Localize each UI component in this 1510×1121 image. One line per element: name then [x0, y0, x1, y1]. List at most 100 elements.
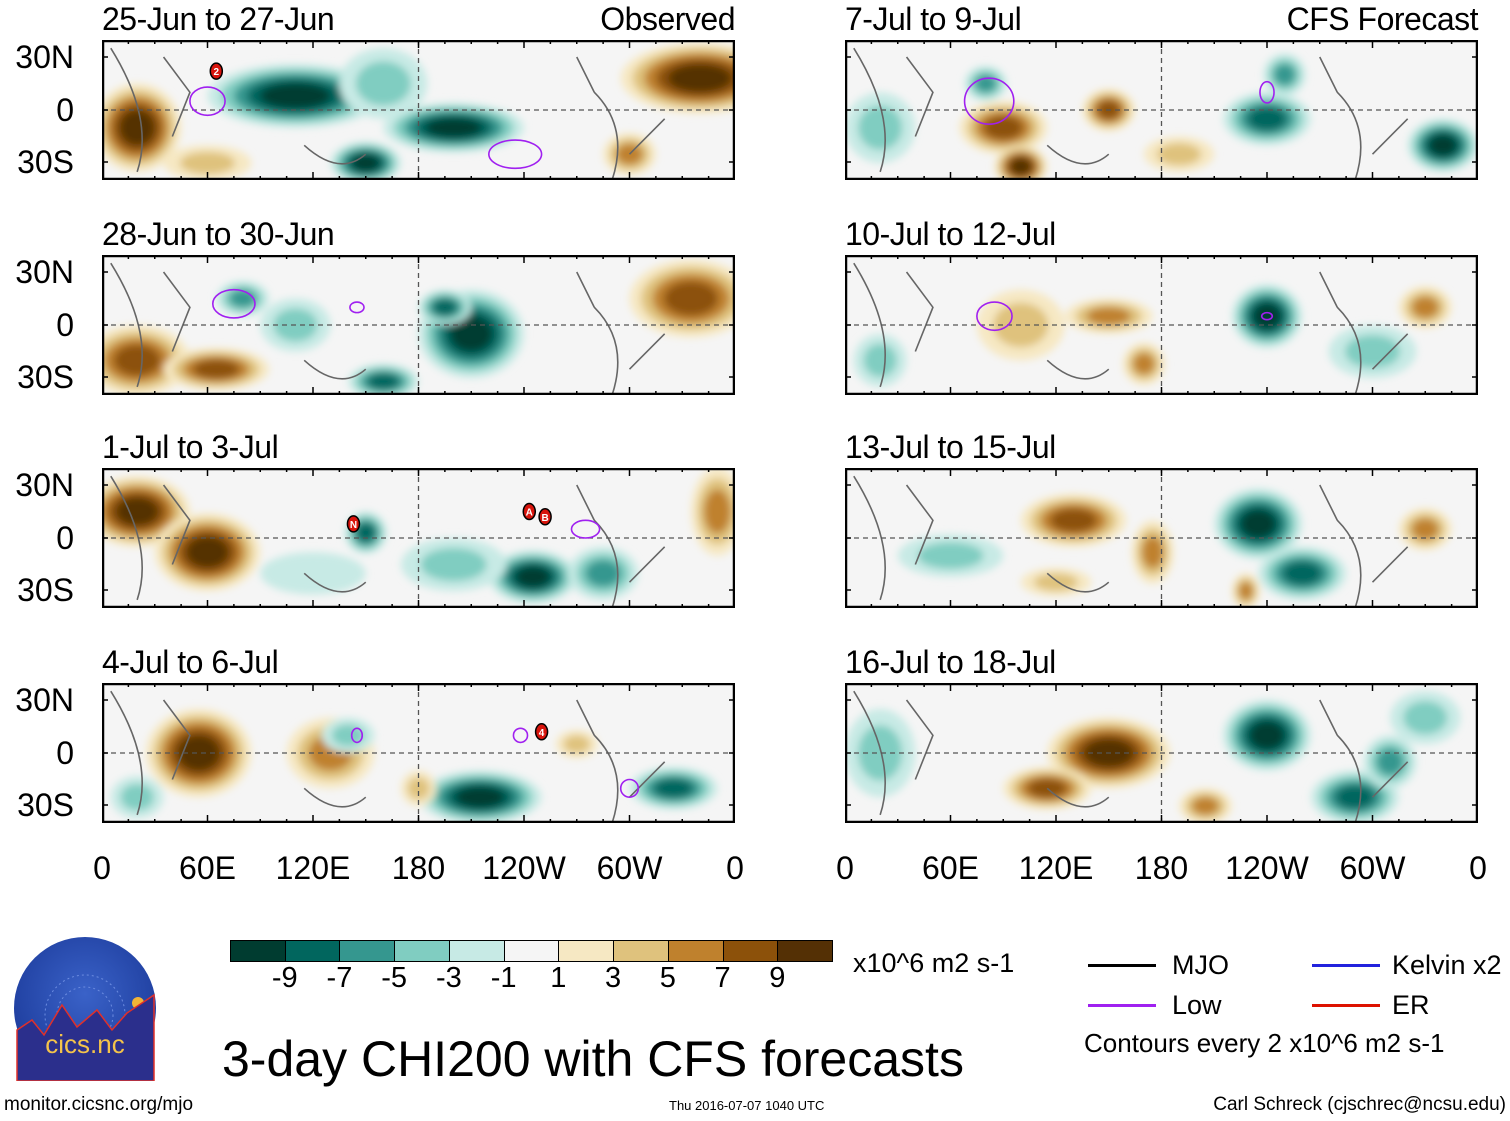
colorbar-swatch	[558, 940, 615, 962]
colorbar-label: -9	[271, 962, 298, 994]
legend-label-kelvin: Kelvin x2	[1392, 950, 1502, 980]
low-contour	[1259, 80, 1275, 104]
anomaly-contour-fill	[664, 281, 718, 316]
y-tick-label: 30S	[17, 572, 74, 608]
colorbar-label: -7	[326, 962, 353, 994]
anomaly-contour-fill	[433, 299, 457, 316]
map-svg: N A B	[101, 467, 736, 609]
footer-url: monitor.cicsnc.org/mjo	[4, 1094, 194, 1115]
coastline	[110, 475, 666, 609]
colorbar-label: -3	[436, 962, 462, 994]
anomaly-contour-fill	[563, 735, 590, 753]
anomaly-contour-fill	[1376, 748, 1404, 776]
map-panel: 4	[101, 682, 736, 824]
footer-timestamp: Thu 2016-07-07 1040 UTC	[669, 1098, 825, 1113]
anomaly-contour-fill	[351, 154, 380, 172]
colorbar-swatch	[448, 940, 505, 962]
anomaly-contour-fill	[356, 523, 375, 542]
anomaly-contour-fill	[260, 552, 366, 595]
x-tick-label: 0	[93, 850, 111, 886]
low-contour	[211, 288, 256, 319]
x-tick-label: 60W	[1339, 850, 1406, 886]
y-tick-label: 0	[56, 520, 74, 556]
colorbar-units: x10^6 m2 s-1	[853, 948, 1015, 978]
anomaly-contour-fill	[1192, 797, 1219, 815]
y-tick-label: 0	[56, 735, 74, 771]
low-contour	[1260, 311, 1274, 321]
logo: cics.nc	[12, 935, 158, 1082]
anomaly-contour-fill	[1010, 158, 1032, 176]
y-tick-label: 30N	[15, 467, 74, 503]
anomaly-contour-fill	[120, 783, 154, 811]
logo-text: cics.nc	[45, 1029, 124, 1059]
x-tick-label: 0	[726, 850, 744, 886]
panel-title: 1-Jul to 3-Jul	[102, 429, 279, 465]
panel-title: 7-Jul to 9-Jul	[845, 1, 1022, 37]
storm-marker-label: N	[350, 520, 357, 531]
panel-title: 16-Jul to 18-Jul	[845, 644, 1056, 680]
anomaly-contour-fill	[704, 489, 731, 534]
map-panel	[844, 254, 1479, 396]
anomaly-contour-fill	[1050, 508, 1097, 532]
anomaly-contour-fill	[355, 61, 411, 106]
y-tick-label: 0	[56, 92, 74, 128]
anomaly-contour-fill	[1142, 536, 1164, 569]
y-tick-label: 0	[56, 307, 74, 343]
y-tick-label: 30S	[17, 787, 74, 823]
colorbar-label: 3	[605, 962, 622, 994]
colorbar-swatch	[722, 940, 779, 962]
map-svg	[844, 39, 1479, 181]
anomaly-contour-fill	[1247, 107, 1287, 131]
anomaly-contour-fill	[984, 116, 1023, 140]
low-contour	[350, 727, 364, 744]
y-tick-label: 30N	[15, 682, 74, 718]
anomaly-contour-fill	[668, 64, 732, 93]
anomaly-contour-fill	[1252, 303, 1282, 329]
legend-line-kelvin	[1312, 964, 1380, 967]
anomaly-contour-fill	[1027, 779, 1067, 798]
anomaly-contour-fill	[917, 542, 984, 569]
legend-line-mjo	[1088, 964, 1156, 967]
anomaly-contour-fill	[1282, 561, 1322, 585]
coastline	[853, 690, 1409, 824]
storm-marker-label: B	[541, 513, 548, 524]
anomaly-contour-fill	[407, 777, 430, 800]
anomaly-contour-fill	[1403, 701, 1448, 735]
map-panel	[844, 682, 1479, 824]
anomaly-contour-fill	[116, 497, 159, 526]
low-contour	[963, 77, 1015, 125]
x-tick-label: 60E	[922, 850, 979, 886]
anomaly-contour-fill	[260, 83, 331, 109]
storm-marker-label: 4	[539, 728, 545, 739]
map-svg	[844, 467, 1479, 609]
storm-marker-label: 2	[214, 67, 220, 78]
storm-marker: 2	[209, 62, 224, 80]
low-contour	[976, 301, 1013, 332]
anomaly-contour-fill	[229, 289, 256, 308]
figure-title: 3-day CHI200 with CFS forecasts	[222, 1031, 964, 1087]
storm-marker: 4	[534, 723, 549, 741]
coastline	[110, 47, 666, 181]
y-tick-label: 30N	[15, 254, 74, 290]
anomaly-contour-fill	[1249, 721, 1285, 750]
anomaly-contour-fill	[858, 725, 903, 781]
low-contour	[512, 727, 529, 744]
x-tick-label: 60E	[179, 850, 236, 886]
x-tick-label: 0	[1469, 850, 1487, 886]
anomaly-contour-fill	[1345, 334, 1400, 369]
coastline	[853, 475, 1409, 609]
legend-line-low	[1088, 1004, 1156, 1007]
storm-marker: B	[538, 508, 552, 526]
x-tick-label: 60W	[596, 850, 663, 886]
map-svg	[101, 254, 736, 396]
legend-label-low: Low	[1172, 990, 1222, 1020]
storm-marker-label: A	[526, 508, 533, 519]
legend-line-er	[1312, 1004, 1380, 1007]
map-svg: 4	[101, 682, 736, 824]
anomaly-contour-fill	[975, 74, 997, 93]
anomaly-contour-fill	[515, 566, 551, 588]
panel-title: 4-Jul to 6-Jul	[102, 644, 279, 680]
x-tick-label: 180	[391, 850, 446, 886]
anomaly-contour-fill	[420, 547, 487, 582]
